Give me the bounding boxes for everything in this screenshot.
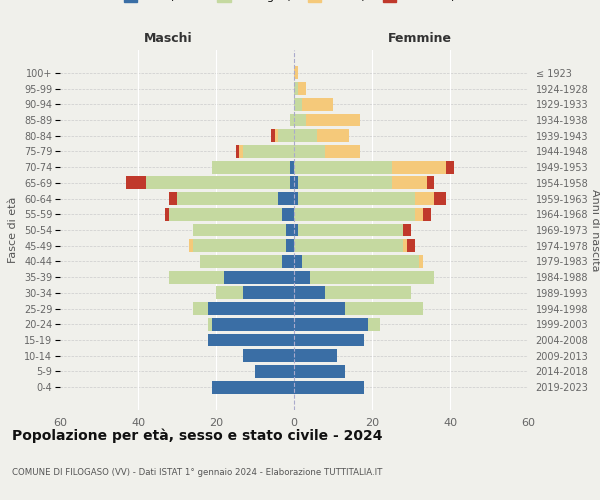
Bar [283, 208, 294, 220]
Bar [294, 270, 310, 283]
Bar [290, 176, 294, 190]
Y-axis label: Anni di nascita: Anni di nascita [590, 188, 599, 271]
Legend: Celibi/Nubili, Coniugati/e, Vedovi/e, Divorziati/e: Celibi/Nubili, Coniugati/e, Vedovi/e, Di… [119, 0, 469, 7]
Bar [294, 129, 317, 142]
Bar [294, 160, 392, 173]
Bar [286, 224, 294, 236]
Bar [294, 380, 364, 394]
Bar [294, 176, 298, 190]
Bar [212, 160, 290, 173]
Bar [310, 270, 434, 283]
Bar [294, 255, 302, 268]
Bar [294, 365, 344, 378]
Bar [278, 129, 294, 142]
Bar [294, 208, 415, 220]
Bar [302, 255, 419, 268]
Bar [294, 334, 364, 346]
Bar [294, 302, 344, 315]
Bar [422, 208, 431, 220]
Bar [298, 82, 306, 95]
Bar [244, 350, 294, 362]
Bar [189, 240, 193, 252]
Bar [294, 224, 298, 236]
Bar [302, 98, 333, 110]
Bar [294, 114, 306, 126]
Bar [427, 176, 434, 190]
Bar [392, 160, 446, 173]
Bar [271, 129, 275, 142]
Bar [290, 114, 294, 126]
Bar [419, 255, 422, 268]
Bar [368, 318, 380, 331]
Bar [392, 176, 427, 190]
Bar [278, 192, 294, 205]
Bar [239, 145, 244, 158]
Bar [169, 208, 283, 220]
Bar [294, 82, 298, 95]
Bar [325, 286, 411, 300]
Bar [317, 129, 349, 142]
Bar [165, 208, 169, 220]
Bar [294, 192, 298, 205]
Bar [208, 334, 294, 346]
Bar [169, 192, 177, 205]
Bar [407, 240, 415, 252]
Bar [294, 145, 325, 158]
Bar [283, 255, 294, 268]
Bar [306, 114, 360, 126]
Text: Femmine: Femmine [388, 32, 452, 46]
Text: COMUNE DI FILOGASO (VV) - Dati ISTAT 1° gennaio 2024 - Elaborazione TUTTITALIA.I: COMUNE DI FILOGASO (VV) - Dati ISTAT 1° … [12, 468, 382, 477]
Bar [224, 270, 294, 283]
Bar [415, 192, 434, 205]
Bar [146, 176, 290, 190]
Bar [244, 286, 294, 300]
Bar [275, 129, 278, 142]
Bar [169, 270, 224, 283]
Bar [200, 255, 283, 268]
Bar [294, 240, 403, 252]
Bar [255, 365, 294, 378]
Bar [298, 224, 403, 236]
Bar [403, 224, 411, 236]
Bar [208, 302, 294, 315]
Bar [294, 286, 325, 300]
Bar [286, 240, 294, 252]
Bar [294, 98, 302, 110]
Bar [127, 176, 146, 190]
Bar [446, 160, 454, 173]
Bar [344, 302, 422, 315]
Bar [290, 160, 294, 173]
Bar [193, 240, 286, 252]
Bar [294, 318, 368, 331]
Bar [298, 176, 392, 190]
Y-axis label: Fasce di età: Fasce di età [8, 197, 19, 263]
Bar [212, 318, 294, 331]
Bar [325, 145, 360, 158]
Bar [298, 192, 415, 205]
Bar [294, 66, 298, 80]
Bar [403, 240, 407, 252]
Bar [415, 208, 422, 220]
Text: Maschi: Maschi [143, 32, 193, 46]
Bar [208, 318, 212, 331]
Bar [294, 350, 337, 362]
Bar [434, 192, 446, 205]
Bar [177, 192, 278, 205]
Text: Popolazione per età, sesso e stato civile - 2024: Popolazione per età, sesso e stato civil… [12, 428, 383, 443]
Bar [212, 380, 294, 394]
Bar [193, 224, 286, 236]
Bar [235, 145, 239, 158]
Bar [193, 302, 208, 315]
Bar [216, 286, 244, 300]
Bar [244, 145, 294, 158]
